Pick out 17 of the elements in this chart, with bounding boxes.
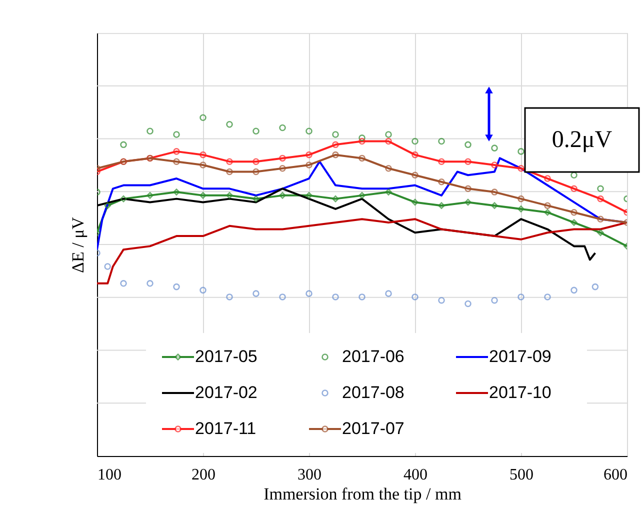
legend-label: 2017-06	[342, 347, 404, 366]
annotation: 0.2μV	[552, 127, 613, 153]
x-axis-title: Immersion from the tip / mm	[264, 484, 462, 504]
x-tick-label: 200	[192, 466, 216, 484]
x-tick-label: 600	[604, 466, 628, 484]
legend-label: 2017-09	[489, 347, 552, 366]
y-axis-title: ΔE / μV	[68, 216, 88, 273]
x-tick-label: 100	[98, 466, 122, 484]
legend-label: 2017-10	[489, 383, 552, 402]
legend-label: 2017-11	[195, 419, 256, 438]
legend-label: 2017-07	[342, 419, 404, 438]
legend-label: 2017-05	[195, 347, 258, 366]
x-tick-label: 400	[404, 466, 428, 484]
legend-label: 2017-02	[195, 383, 258, 402]
x-tick-label: 500	[510, 466, 534, 484]
legend-label: 2017-08	[342, 383, 404, 402]
x-tick-label: 300	[298, 466, 322, 484]
